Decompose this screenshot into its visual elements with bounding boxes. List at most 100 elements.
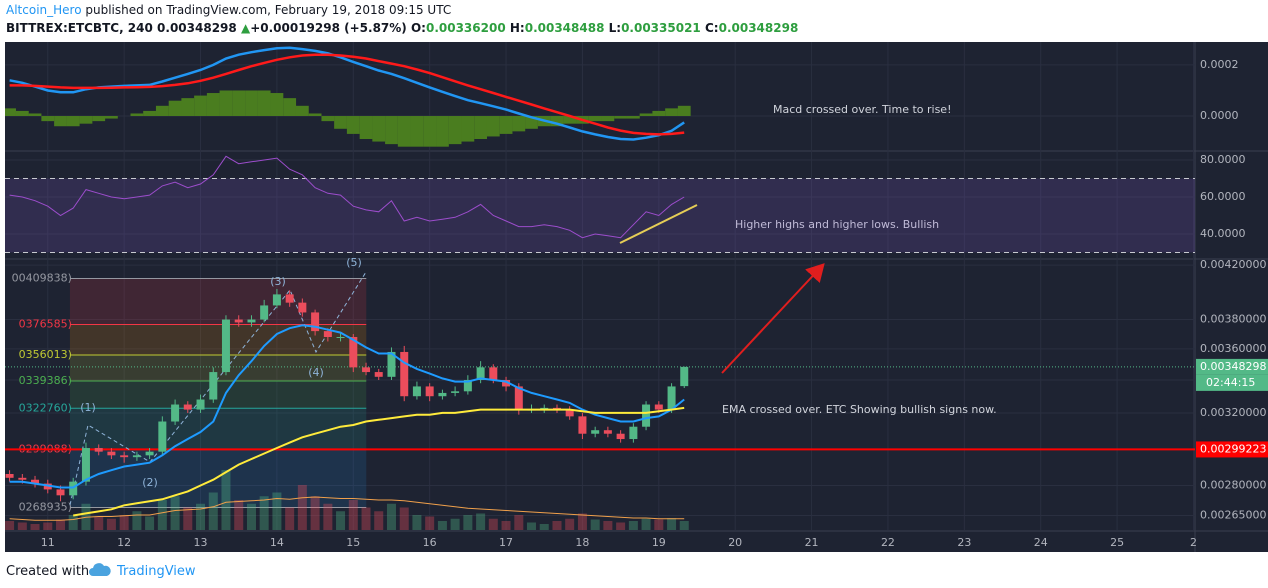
volume-bar: [577, 513, 587, 530]
candle-body: [209, 372, 218, 400]
macd-histogram: [5, 108, 16, 117]
volume-bar: [628, 521, 638, 530]
x-tick-label: 12: [117, 536, 131, 549]
ema-line: [73, 406, 685, 517]
candle-body: [260, 305, 269, 320]
macd-histogram: [385, 116, 398, 145]
volume-ma: [9, 496, 685, 521]
change: +0.00019298 (+5.87%): [250, 21, 407, 35]
ohlc-h: 0.00348488: [524, 21, 605, 35]
fib-label: 0376585): [19, 317, 72, 330]
x-tick-label: 19: [652, 536, 666, 549]
volume-bar: [374, 511, 384, 530]
volume-bar: [437, 521, 447, 530]
logo[interactable]: [88, 562, 112, 578]
rsi-band: [5, 178, 1195, 253]
ohlc-l: 0.00335021: [621, 21, 701, 35]
candle-body: [285, 294, 294, 303]
trend-arrow: [721, 263, 825, 374]
candle-body: [145, 451, 154, 456]
candle-body: [629, 426, 638, 440]
layer: [5, 46, 691, 147]
candle-body: [94, 448, 103, 452]
macd-histogram: [79, 116, 93, 124]
volume-bar: [145, 516, 155, 530]
fib-zone: [69, 408, 367, 450]
candle-body: [183, 404, 192, 410]
macd-histogram: [601, 116, 615, 122]
volume-bar: [641, 518, 651, 530]
macd-histogram: [563, 116, 577, 124]
volume-bar: [30, 524, 40, 530]
volume-bar: [590, 519, 600, 530]
candle-body: [642, 404, 651, 427]
countdown-box: [1196, 374, 1268, 391]
volume-bar: [285, 507, 295, 530]
x-tick-label: 24: [1034, 536, 1048, 549]
volume-bar: [196, 503, 206, 530]
volume-bar: [68, 515, 78, 530]
volume-bar: [272, 492, 282, 530]
candle-body: [247, 319, 256, 323]
candle-body: [196, 399, 205, 410]
x-tick-label: 16: [423, 536, 437, 549]
fib-label: 0268935): [19, 500, 72, 513]
y-tick-label: 0.00320000: [1200, 406, 1266, 419]
price-box-label: 0.00348298: [1200, 360, 1266, 373]
macd-histogram: [397, 116, 411, 147]
candle-body: [132, 455, 141, 458]
macd-histogram: [588, 116, 602, 122]
volume-bar: [616, 522, 626, 530]
volume-bar: [476, 513, 486, 530]
countdown-label: 02:44:15: [1206, 376, 1255, 389]
macd-histogram: [652, 110, 666, 117]
brand[interactable]: TradingView: [117, 564, 196, 579]
wave-label: (1): [80, 401, 96, 414]
volume-bar: [539, 524, 549, 530]
fib-label: 0339386): [19, 374, 72, 387]
y-tick-label: 0.0000: [1200, 109, 1239, 122]
author[interactable]: Altcoin_Hero: [6, 3, 82, 17]
macd-histogram: [372, 116, 386, 142]
macd-histogram: [321, 116, 335, 122]
wave-line: [69, 271, 367, 506]
macd-histogram: [92, 116, 106, 122]
macd-histogram: [130, 113, 144, 117]
y-tick-label: 80.0000: [1200, 153, 1246, 166]
arrow: ▲: [240, 21, 251, 35]
volume-bar: [399, 507, 409, 530]
x-tick-label: 18: [575, 536, 589, 549]
volume-bar: [234, 500, 244, 530]
ema-line: [9, 324, 685, 489]
x-tick-label: 21: [805, 536, 819, 549]
candle-body: [463, 379, 472, 392]
macd-histogram: [295, 105, 309, 117]
candle-body: [311, 312, 320, 332]
macd-histogram: [15, 110, 29, 117]
chart: 11 12 13 14 15 16 17 18 19 20 21 22 23 24 25 2 0.0026500…: [5, 42, 1268, 552]
volume-bar: [132, 511, 142, 530]
x-tick-label: 23: [957, 536, 971, 549]
macd-histogram: [194, 95, 207, 117]
macd-histogram: [66, 116, 80, 127]
y-tick-label: 0.00265000: [1200, 508, 1266, 521]
macd-histogram: [155, 105, 169, 117]
annotation: EMA crossed over. ETC Showing bullish si…: [722, 403, 997, 416]
created-with: Created with: [6, 564, 90, 579]
volume-bar: [221, 470, 231, 530]
last: 0.00348298: [157, 21, 237, 35]
candle-body: [565, 409, 574, 417]
fib-zone: [69, 380, 367, 409]
volume-bar: [603, 521, 613, 530]
x-tick-label: 15: [346, 536, 360, 549]
ohlc-o-label: O:: [410, 21, 426, 35]
price-box-label: 0.00299223: [1200, 442, 1266, 455]
candle-body: [5, 474, 14, 478]
volume-bar: [297, 485, 307, 530]
candle-body: [18, 477, 27, 480]
volume-bar: [94, 516, 104, 530]
wave-label: (3): [270, 275, 286, 288]
candle-body: [680, 366, 689, 387]
volume-bar: [208, 492, 218, 530]
candle-body: [298, 302, 307, 313]
